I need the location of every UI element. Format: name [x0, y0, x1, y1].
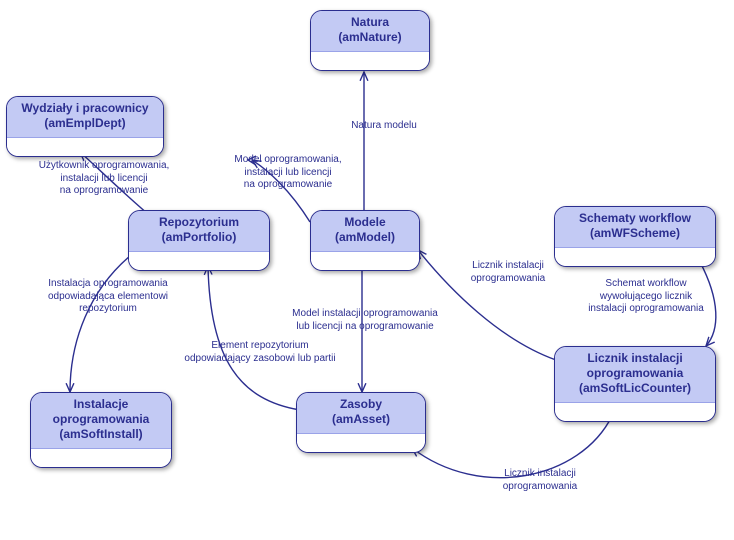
node-natura-l2: (amNature): [338, 30, 401, 44]
node-instal-l1: Instalacje: [74, 397, 129, 411]
node-zasoby: Zasoby (amAsset): [296, 392, 426, 453]
node-modele: Modele (amModel): [310, 210, 420, 271]
node-modele-l1: Modele: [344, 215, 385, 229]
node-repo-l2: (amPortfolio): [162, 230, 237, 244]
node-licznik: Licznik instalacji oprogramowania (amSof…: [554, 346, 716, 422]
edge-zasoby-repo: [208, 266, 300, 410]
node-zasoby-l2: (amAsset): [332, 412, 390, 426]
label-modele-zasoby: Model instalacji oprogramowania lub lice…: [250, 308, 480, 333]
label-workflow-licznik: Schemat workflow wywołującego licznik in…: [556, 278, 734, 316]
node-workflow-l2: (amWFScheme): [590, 226, 680, 240]
node-instal-l2: oprogramowania: [53, 412, 150, 426]
diagram-canvas: Natura (amNature) Wydziały i pracownicy …: [0, 0, 734, 540]
node-natura: Natura (amNature): [310, 10, 430, 71]
node-instal-l3: (amSoftInstall): [59, 427, 142, 441]
node-repo-l1: Repozytorium: [159, 215, 239, 229]
label-licznik-zasoby: Licznik instalacji oprogramowania: [470, 468, 610, 493]
node-licznik-l2: oprogramowania: [587, 366, 684, 380]
node-wydzialy: Wydziały i pracownicy (amEmplDept): [6, 96, 164, 157]
node-wydzialy-l2: (amEmplDept): [44, 116, 125, 130]
label-zasoby-repo: Element repozytorium odpowiadający zasob…: [140, 340, 380, 365]
node-licznik-l1: Licznik instalacji: [587, 351, 682, 365]
node-workflow: Schematy workflow (amWFScheme): [554, 206, 716, 267]
node-natura-l1: Natura: [351, 15, 389, 29]
node-zasoby-l1: Zasoby: [340, 397, 382, 411]
label-modele-repo: Model oprogramowania, instalacji lub lic…: [198, 154, 378, 192]
node-workflow-l1: Schematy workflow: [579, 211, 691, 225]
label-repo-instal: Instalacja oprogramowania odpowiadająca …: [8, 278, 208, 316]
edge-repo-instal: [70, 256, 130, 392]
node-repo: Repozytorium (amPortfolio): [128, 210, 270, 271]
node-wydzialy-l1: Wydziały i pracownicy: [21, 101, 148, 115]
node-instal: Instalacje oprogramowania (amSoftInstall…: [30, 392, 172, 468]
node-modele-l2: (amModel): [335, 230, 395, 244]
node-licznik-l3: (amSoftLicCounter): [579, 381, 691, 395]
label-repo-wydzialy: Użytkownik oprogramowania, instalacji lu…: [14, 160, 194, 198]
label-modele-natura: Natura modelu: [334, 120, 434, 133]
